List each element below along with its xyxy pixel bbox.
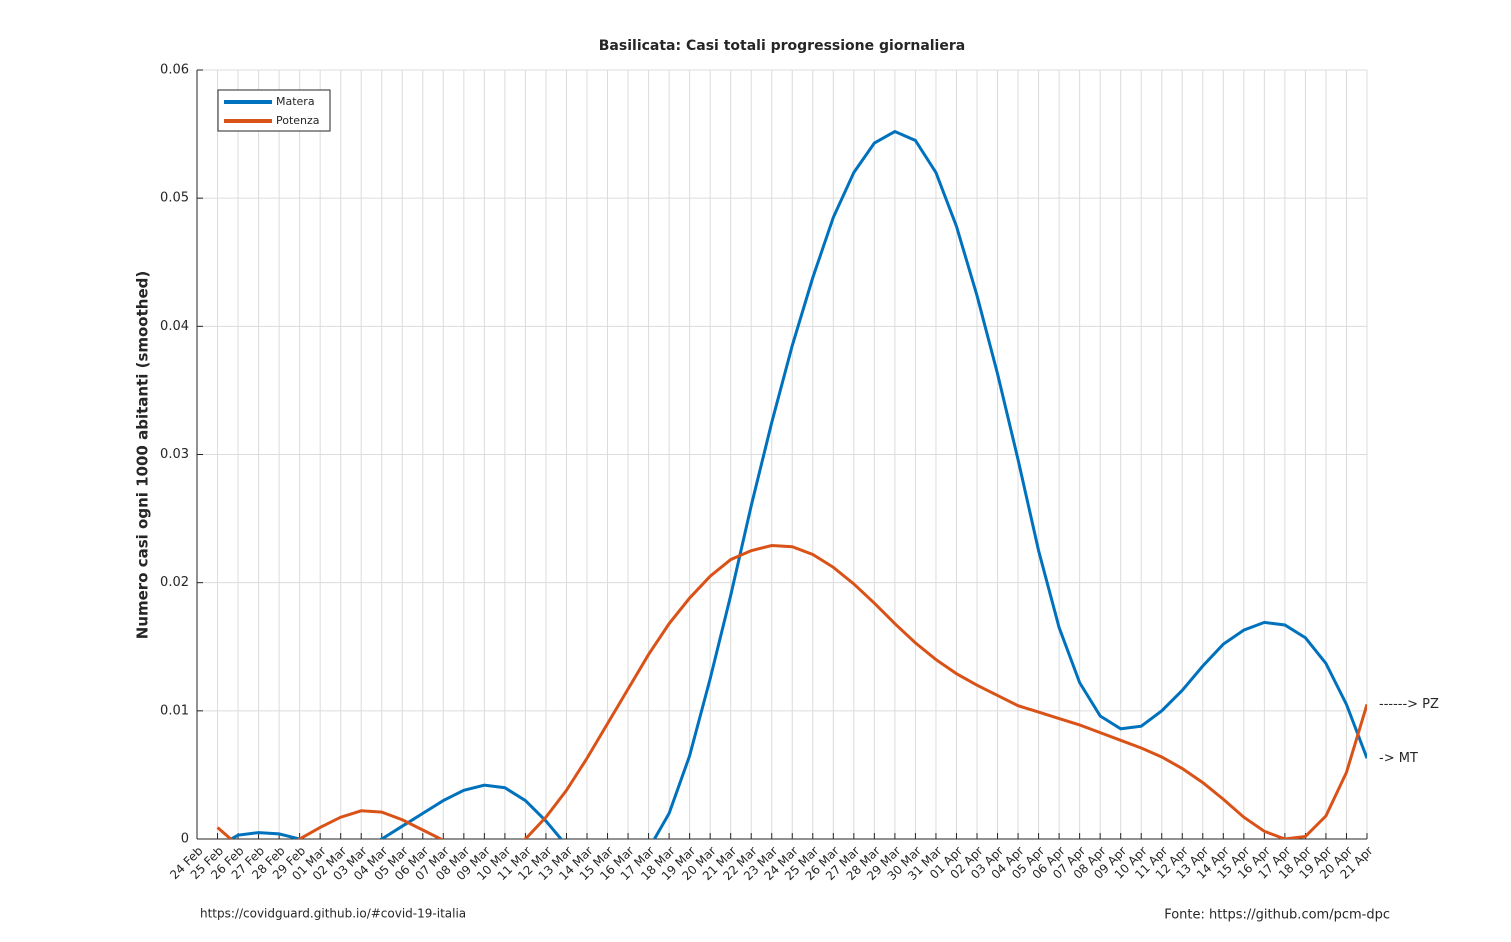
y-tick-label: 0.06 <box>160 63 189 78</box>
annotation: -> MT <box>1379 751 1418 766</box>
legend-label: Potenza <box>276 114 320 127</box>
y-tick-label: 0.04 <box>160 319 189 334</box>
legend-label: Matera <box>276 95 315 108</box>
y-axis-label: Numero casi ogni 1000 abitanti (smoothed… <box>134 271 152 639</box>
y-tick-label: 0.03 <box>160 447 189 462</box>
y-tick-label: 0.01 <box>160 703 189 718</box>
chart-title: Basilicata: Casi totali progressione gio… <box>599 38 965 54</box>
plot-area <box>216 129 1367 839</box>
source-right: Fonte: https://github.com/pcm-dpc <box>1164 908 1390 923</box>
y-tick-label: 0.02 <box>160 575 189 590</box>
legend-box <box>217 89 331 132</box>
source-left: https://covidguard.github.io/#covid-19-i… <box>200 907 466 921</box>
y-tick-label: 0.05 <box>160 191 189 206</box>
series-line <box>216 543 1367 839</box>
y-tick-label: 0 <box>181 832 189 847</box>
annotation: ------> PZ <box>1379 697 1439 712</box>
